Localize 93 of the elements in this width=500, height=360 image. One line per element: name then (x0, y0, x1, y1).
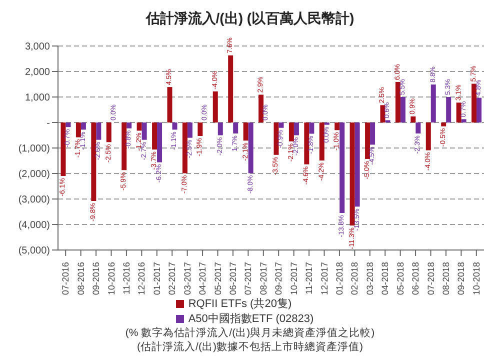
x-tick-label: 12-2017 (319, 262, 330, 296)
x-tick-label: 09-2017 (274, 262, 284, 296)
text: (估計淨流入/(出)數據不包括上市時總資產淨值) (136, 340, 364, 354)
bar (126, 122, 132, 128)
bar (142, 122, 147, 140)
x-tick-label: 11-2017 (304, 262, 314, 294)
bar (91, 122, 96, 202)
x-tick-label: 04-2017 (198, 262, 208, 296)
y-tick-label: (1,000) (18, 144, 50, 155)
bar (136, 122, 142, 131)
bar (218, 122, 223, 136)
x-tick-label: 01-2018 (334, 262, 344, 296)
bar (476, 98, 482, 122)
bar (446, 97, 452, 122)
y-tick-label: (4,000) (18, 220, 50, 232)
y-tick-label: - (46, 118, 50, 130)
x-tick-label: 07-2018 (426, 262, 436, 296)
x-tick-label: 09-2018 (456, 262, 466, 296)
x-tick-label: 06-2017 (228, 262, 238, 296)
bar (441, 122, 446, 126)
bar (212, 91, 218, 122)
bar (395, 82, 400, 122)
x-tick-label: 05-2018 (395, 262, 406, 296)
bar (426, 122, 431, 150)
x-tick-label: 10-2018 (471, 262, 482, 296)
y-tick-label: (2,000) (18, 169, 50, 180)
x-tick-label: 06-2018 (410, 262, 421, 296)
x-tick-label: 11-2016 (121, 262, 132, 294)
bar (172, 122, 178, 130)
bar (122, 122, 127, 170)
x-tick-label: 08-2017 (258, 262, 268, 296)
bar (288, 122, 294, 142)
bar (228, 55, 234, 122)
bar (365, 122, 370, 159)
bar (309, 122, 314, 134)
bar (370, 122, 376, 145)
bar (350, 122, 355, 226)
x-tick-label: 04-2018 (380, 262, 390, 296)
y-tick-label: 1,000 (24, 92, 50, 104)
bar (334, 122, 340, 130)
bar (187, 122, 192, 138)
legend-label: A50中國指數ETF (02823) (188, 313, 314, 325)
bar (274, 122, 279, 155)
x-tick-label: 12-2016 (136, 262, 147, 296)
bar (60, 122, 66, 176)
bar (66, 122, 71, 128)
x-tick-label: 09-2016 (91, 262, 102, 296)
x-tick-label: 07-2017 (243, 262, 254, 296)
x-tick-label: 05-2017 (212, 262, 223, 296)
bar (410, 116, 416, 122)
x-tick-label: 08-2018 (440, 262, 451, 296)
bar (294, 122, 299, 136)
bar (304, 122, 310, 164)
bar (243, 122, 248, 141)
bar (152, 122, 158, 150)
x-tick-label: 02-2017 (167, 262, 178, 296)
y-tick-label: (5,000) (18, 246, 50, 257)
bar (258, 94, 264, 122)
x-tick-label: 08-2016 (76, 262, 86, 296)
bar (472, 84, 477, 122)
bar (198, 122, 203, 136)
bar (233, 122, 238, 134)
bar (96, 122, 102, 140)
bar (416, 122, 421, 134)
bar (182, 122, 188, 174)
bar (80, 122, 86, 130)
bar (157, 122, 162, 162)
x-tick-label: 10-2017 (288, 262, 299, 296)
text: (% 數字為估計淨流入/(出)與月未總資產淨值之比較) (124, 326, 376, 340)
bar (340, 122, 345, 214)
bar (248, 122, 254, 174)
x-tick-label: 02-2018 (350, 262, 360, 296)
chart-title: 估計淨流入/(出) (以百萬人民幣計) (144, 9, 356, 28)
y-tick-label: (3,000) (18, 194, 50, 206)
legend-label: RQFII ETFs (共20隻) (188, 298, 292, 310)
bar (278, 122, 284, 128)
x-tick-label: 01-2017 (152, 262, 162, 296)
x-tick-label: 07-2016 (60, 262, 71, 296)
x-tick-label: 03-2018 (364, 262, 375, 296)
bar (106, 122, 112, 142)
bar (456, 102, 462, 122)
bar (430, 84, 436, 122)
x-tick-label: 03-2017 (182, 262, 192, 296)
bar (76, 122, 81, 138)
bar (354, 122, 360, 207)
bar (461, 119, 466, 122)
bar (400, 97, 406, 122)
bar (167, 87, 172, 122)
y-tick-label: 2,000 (24, 67, 50, 78)
x-tick-label: 10-2016 (106, 262, 116, 296)
bar (380, 105, 386, 122)
y-tick-label: 3,000 (24, 42, 50, 53)
bar (319, 122, 324, 160)
